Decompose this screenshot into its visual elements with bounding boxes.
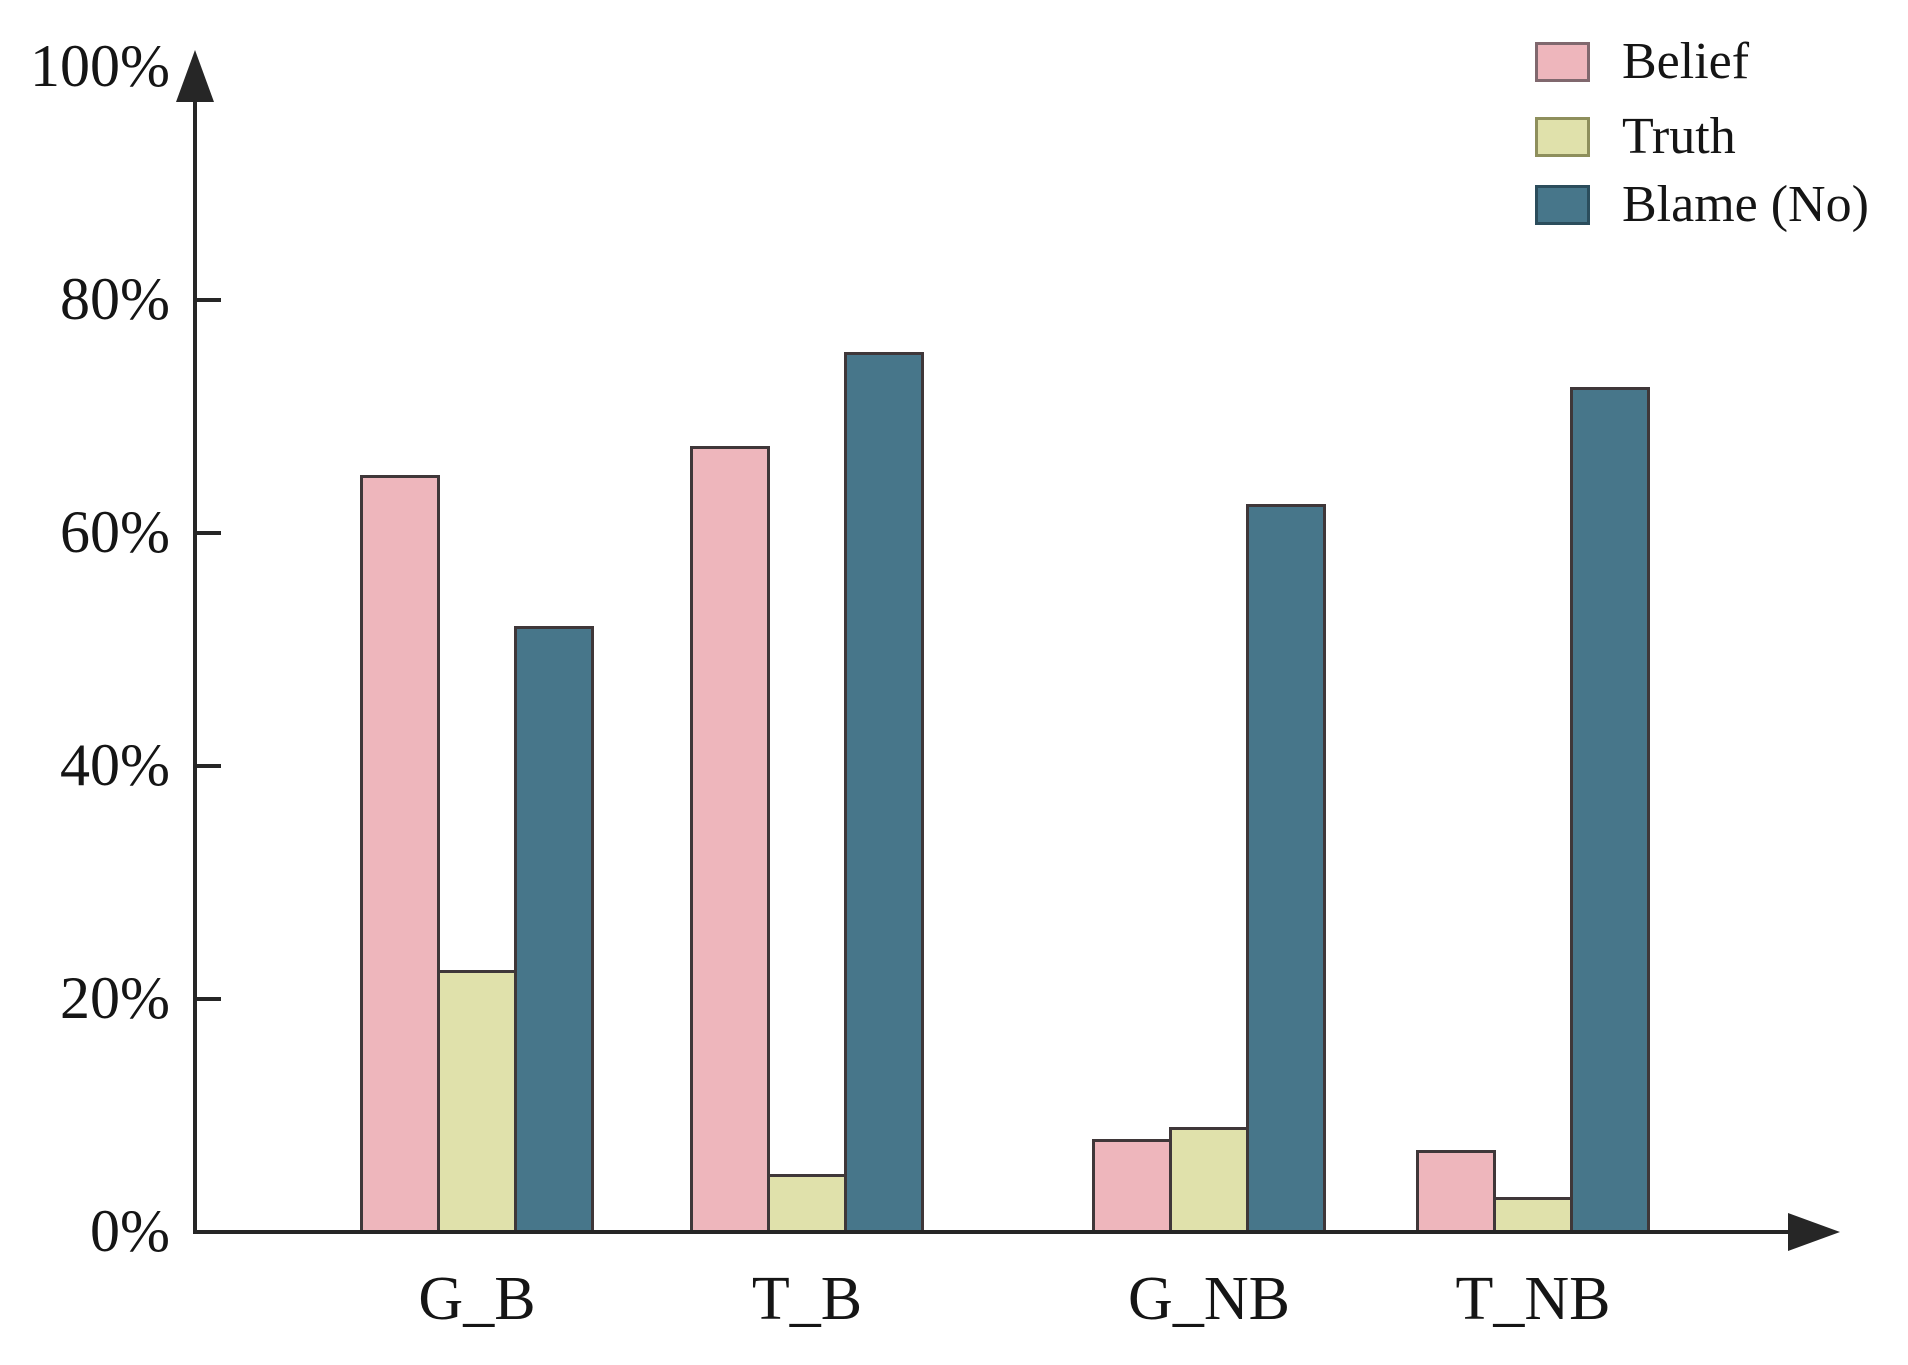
y-axis-tick-label: 60%	[60, 498, 170, 565]
legend-label-blame-no: Blame (No)	[1622, 176, 1869, 233]
legend-swatch-blame-no	[1535, 185, 1590, 225]
y-axis-tick-label: 0%	[90, 1197, 170, 1264]
x-axis-label-g_nb: G_NB	[1128, 1265, 1290, 1333]
x-axis-label-t_nb: T_NB	[1455, 1265, 1611, 1333]
legend-swatch-belief	[1535, 42, 1590, 82]
x-axis-label-t_b: T_B	[751, 1265, 863, 1333]
x-axis-label-g_b: G_B	[418, 1265, 536, 1333]
bar-T_NB-belief	[1416, 1150, 1496, 1234]
y-axis-tick-label: 40%	[60, 731, 170, 798]
legend-label-belief: Belief	[1622, 33, 1750, 90]
y-axis-tick	[197, 764, 221, 768]
y-axis-tick-label: 80%	[60, 265, 170, 332]
bar-T_NB-truth	[1493, 1197, 1573, 1234]
bar-G_B-truth	[437, 970, 517, 1234]
legend-label-truth: Truth	[1622, 108, 1736, 165]
bar-G_NB-truth	[1169, 1127, 1249, 1234]
bar-T_B-truth	[767, 1174, 847, 1234]
y-axis-arrowhead-icon	[176, 50, 214, 102]
y-axis-tick-label: 20%	[60, 964, 170, 1031]
bar-G_NB-belief	[1092, 1139, 1172, 1234]
bar-T_NB-blame-no	[1570, 387, 1650, 1234]
bar-G_NB-blame-no	[1246, 504, 1326, 1234]
x-axis-line	[195, 1230, 1795, 1234]
bar-G_B-belief	[360, 475, 440, 1234]
y-axis-tick	[197, 298, 221, 302]
bar-T_B-belief	[690, 446, 770, 1234]
x-axis-arrowhead-icon	[1788, 1213, 1840, 1251]
y-axis-tick	[197, 997, 221, 1001]
y-axis-tick	[197, 531, 221, 535]
bar-G_B-blame-no	[514, 626, 594, 1234]
legend-swatch-truth	[1535, 117, 1590, 157]
y-axis-line	[193, 84, 197, 1234]
y-axis-tick-label: 100%	[30, 32, 170, 99]
bar-T_B-blame-no	[844, 352, 924, 1234]
